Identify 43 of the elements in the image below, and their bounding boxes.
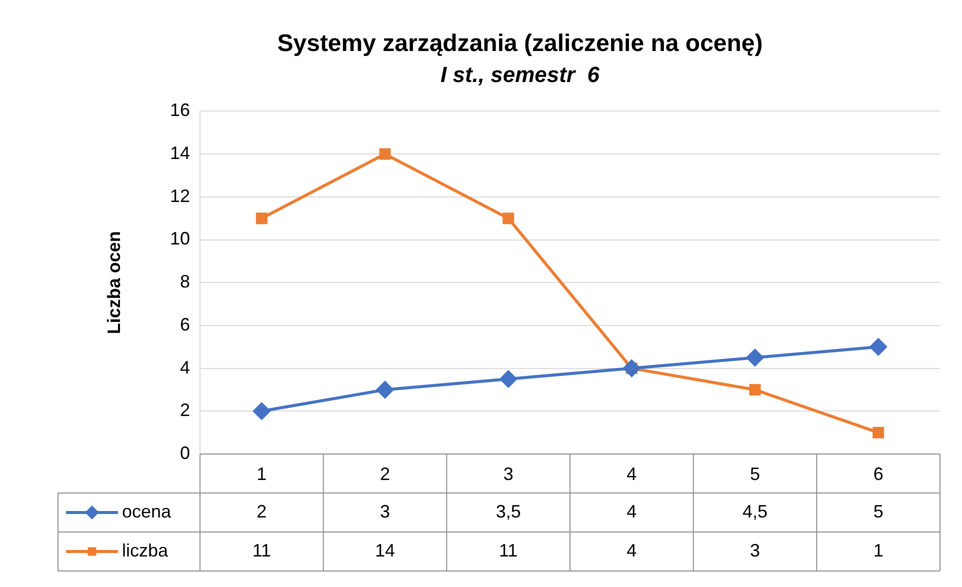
point: [872, 426, 884, 438]
data-label: 4: [626, 540, 637, 560]
legend-label: ocena: [122, 501, 172, 522]
point: [379, 148, 391, 160]
data-label: 4: [626, 501, 637, 522]
data-label: 3: [380, 501, 390, 522]
point: [500, 370, 517, 388]
legend-label: liczba: [122, 540, 170, 560]
point: [749, 384, 761, 396]
chart-subtitle: I st., semestr 6: [440, 62, 600, 88]
y-tick-label: 8: [180, 272, 190, 292]
y-tick-label: 4: [180, 357, 190, 378]
data-label: 3: [750, 540, 760, 560]
data-label: 5: [873, 501, 884, 522]
x-tick-label: 6: [873, 464, 884, 484]
y-tick-label: 6: [180, 314, 190, 334]
chart-title: Systemy zarządzania (zaliczenie na ocenę): [277, 30, 763, 58]
point: [253, 402, 270, 420]
x-tick-label: 5: [750, 464, 760, 484]
x-tick-label: 3: [503, 464, 514, 484]
y-tick-label: 14: [170, 143, 190, 164]
point: [256, 212, 268, 224]
point: [746, 349, 764, 366]
data-label: 4,5: [742, 501, 768, 522]
y-tick-label: 2: [180, 400, 190, 420]
data-label: 11: [498, 540, 518, 560]
y-tick-label: 16: [170, 100, 190, 120]
y-tick-label: 12: [170, 186, 190, 206]
data-label: 1: [873, 540, 884, 560]
data-label: 14: [374, 540, 396, 560]
data-label: 3,5: [496, 501, 521, 522]
point: [376, 381, 394, 398]
point: [502, 212, 514, 224]
y-axis-title: Liczba ocen: [104, 231, 124, 334]
point: [870, 338, 887, 356]
x-tick-label: 1: [256, 464, 267, 484]
data-label: 2: [256, 501, 267, 522]
point: [623, 360, 640, 377]
x-tick-label: 2: [380, 464, 390, 484]
x-tick-label: 4: [626, 464, 637, 484]
data-label: 11: [252, 540, 272, 560]
y-tick-label: 0: [180, 442, 190, 463]
y-tick-label: 10: [170, 228, 190, 249]
